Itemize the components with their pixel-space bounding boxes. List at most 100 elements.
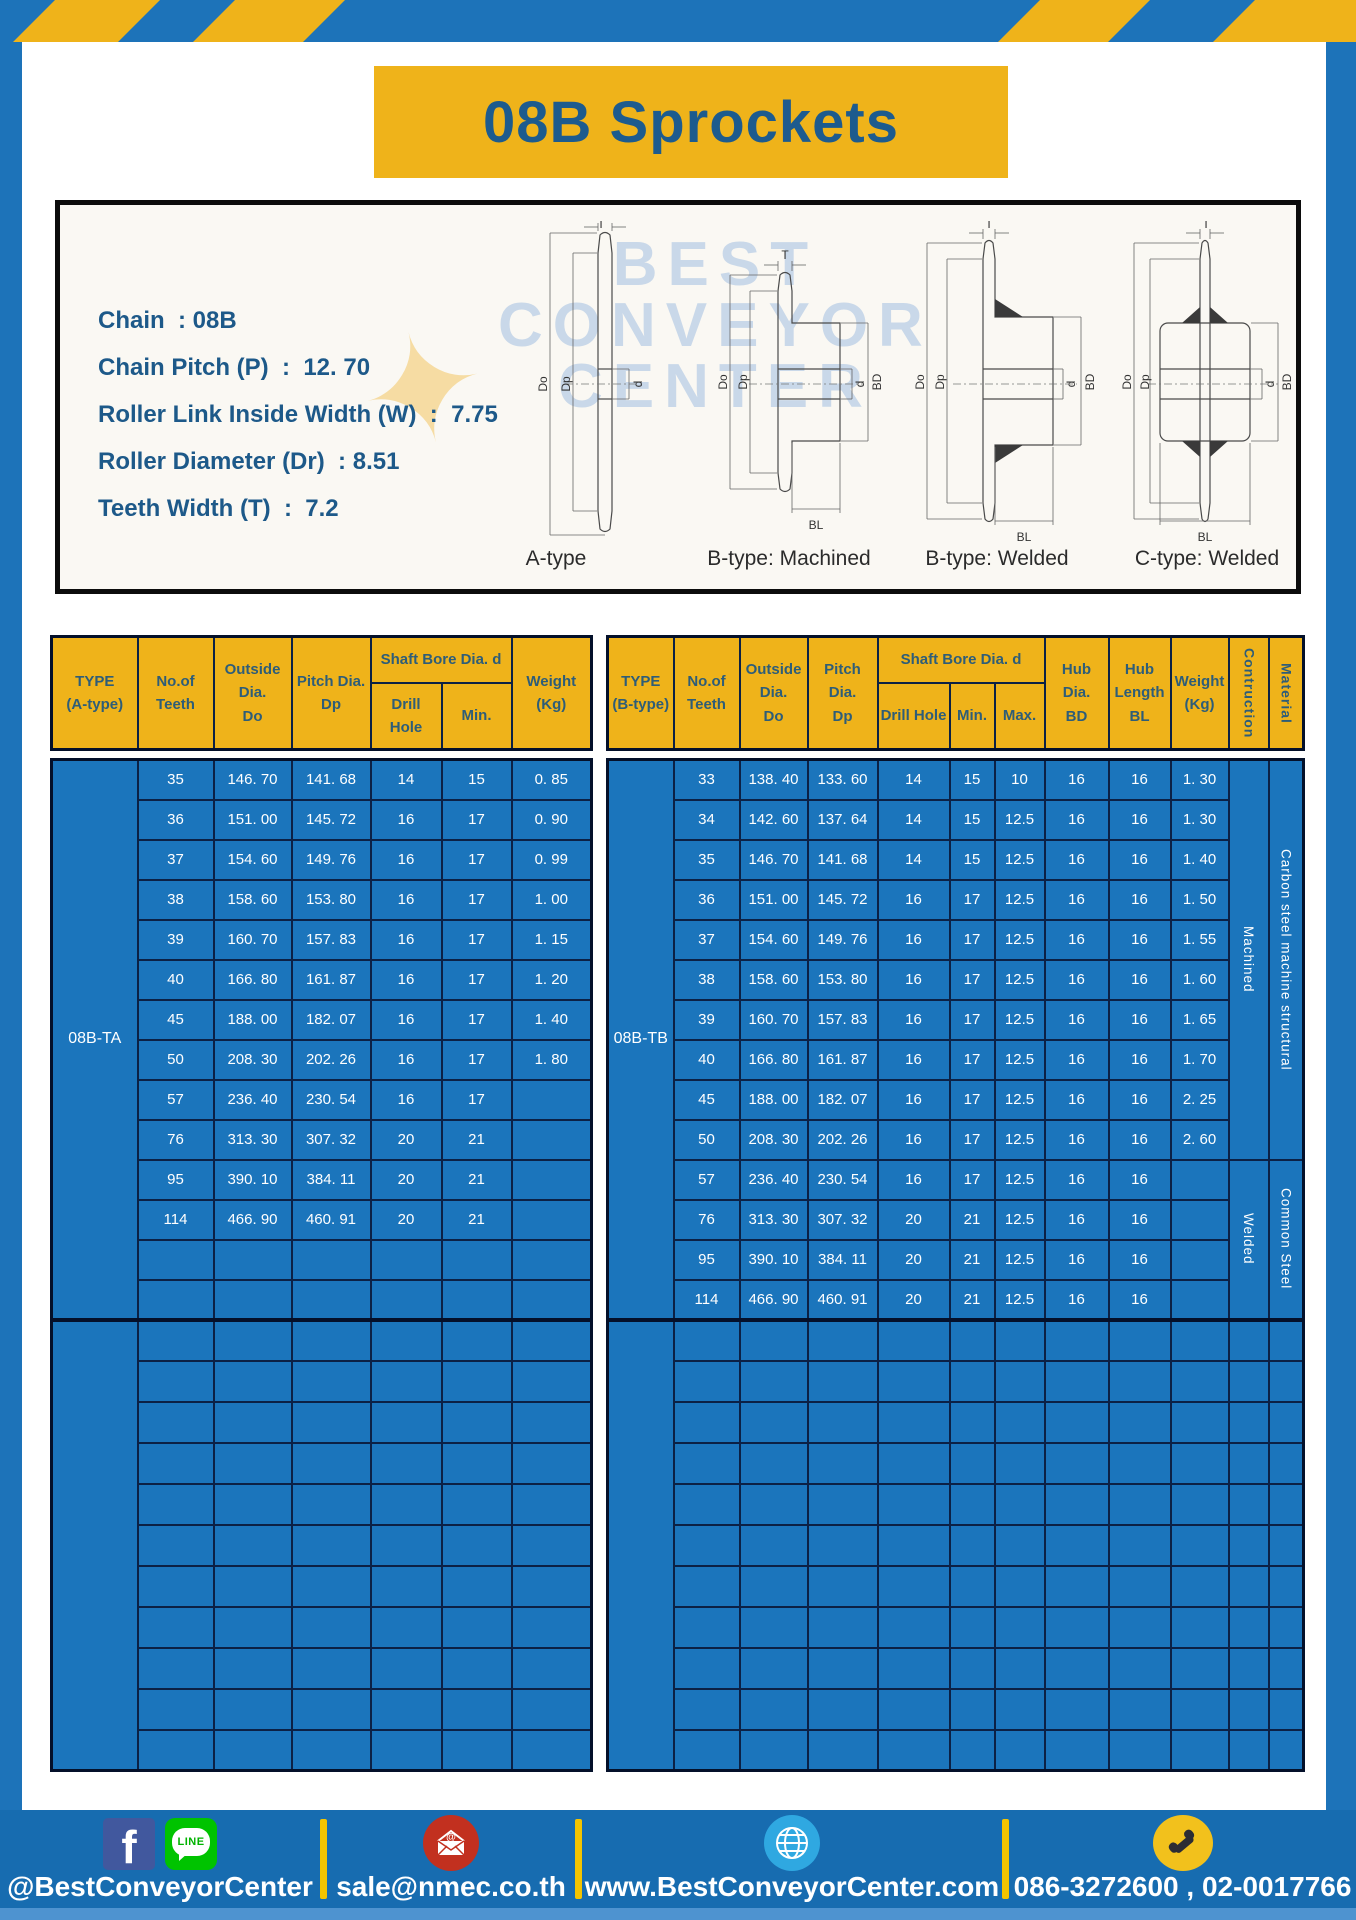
table-cell xyxy=(876,1441,951,1485)
table-cell: 16 xyxy=(1107,758,1172,801)
table-cell: 202. 26 xyxy=(806,1118,879,1161)
phone-numbers[interactable]: 086-3272600 , 02-0017766 xyxy=(1013,1871,1352,1902)
table-row: 38 158. 60 153. 80 16 17 1. 00 xyxy=(52,878,593,921)
table-cell xyxy=(136,1400,215,1444)
table-cell: 16 xyxy=(1043,838,1110,881)
website-url[interactable]: www.BestConveyorCenter.com xyxy=(584,1871,1000,1902)
table-cell xyxy=(1169,1687,1230,1731)
table-cell xyxy=(876,1359,951,1403)
phone-icon[interactable] xyxy=(1152,1815,1213,1871)
table-cell: 158. 60 xyxy=(212,878,293,921)
table-cell xyxy=(806,1523,879,1567)
table-cell xyxy=(369,1278,443,1321)
table-cell: 12.5 xyxy=(993,1198,1046,1241)
table-cell: 149. 76 xyxy=(290,838,372,881)
table-cell: 36 xyxy=(672,878,741,921)
table-cell xyxy=(738,1441,809,1485)
table-cell xyxy=(1169,1278,1230,1321)
table-cell xyxy=(510,1523,593,1567)
table-row: 34 142. 60 137. 64 14 15 12.5 16 16 1. 30 xyxy=(608,798,1304,841)
merged-cell: Common Steel xyxy=(1267,1158,1305,1321)
table-cell: 145. 72 xyxy=(806,878,879,921)
table-cell: 95 xyxy=(136,1158,215,1201)
table-row: 36 151. 00 145. 72 16 17 12.5 16 16 1. 50 xyxy=(608,878,1304,921)
table-cell xyxy=(672,1482,741,1526)
table-cell xyxy=(1107,1564,1172,1608)
spec-line: Roller Diameter (Dr) : 8.51 xyxy=(98,448,400,475)
table-cell xyxy=(1169,1605,1230,1649)
dim-dp-label: Dp xyxy=(736,374,750,390)
table-cell xyxy=(993,1400,1046,1444)
email-icon[interactable]: @ xyxy=(423,1815,479,1871)
facebook-icon[interactable]: f xyxy=(103,1817,155,1870)
table-row: 37 154. 60 149. 76 16 17 0. 99 xyxy=(52,838,593,881)
table-cell xyxy=(510,1317,593,1362)
table-cell xyxy=(1043,1441,1110,1485)
table-cell: 16 xyxy=(369,878,443,921)
col-header-drill-hole: Drill Hole xyxy=(369,681,443,751)
spec-line: Chain : 08B xyxy=(98,307,237,334)
table-row: 95 390. 10 384. 11 20 21 12.5 16 16 xyxy=(608,1238,1304,1281)
table-cell xyxy=(1043,1687,1110,1731)
table-cell: 16 xyxy=(876,878,951,921)
email-address[interactable]: sale@nmec.co.th xyxy=(336,1871,566,1902)
globe-icon[interactable] xyxy=(764,1815,820,1871)
spec-line: Chain Pitch (P) : 12. 70 xyxy=(98,354,371,381)
table-cell xyxy=(948,1646,996,1690)
table-cell: 76 xyxy=(672,1198,741,1241)
email-contact[interactable]: @ sale@nmec.co.th xyxy=(327,1810,575,1908)
footer-divider xyxy=(575,1819,582,1899)
table-cell xyxy=(510,1359,593,1403)
table-cell: 182. 07 xyxy=(806,1078,879,1121)
col-header-teeth: No.of Teeth xyxy=(672,635,741,751)
table-cell xyxy=(212,1400,293,1444)
table-row: 114 466. 90 460. 91 20 21 xyxy=(52,1198,593,1241)
table-cell xyxy=(1267,1523,1305,1567)
dim-t-label: T xyxy=(597,221,605,231)
col-header-outside-dia: Outside Dia. Do xyxy=(738,635,809,751)
table-cell xyxy=(212,1441,293,1485)
table-cell: 39 xyxy=(672,998,741,1041)
table-cell xyxy=(1227,1359,1270,1403)
table-cell xyxy=(993,1359,1046,1403)
phone-contact[interactable]: 086-3272600 , 02-0017766 xyxy=(1009,1810,1356,1908)
dim-bl-label: BL xyxy=(809,518,824,532)
table-cell: 17 xyxy=(440,798,513,841)
merged-cell: Welded xyxy=(1227,1158,1270,1321)
table-cell xyxy=(738,1317,809,1362)
table-cell xyxy=(212,1317,293,1362)
table-cell: 14 xyxy=(876,838,951,881)
dim-bd-label: BD xyxy=(1280,373,1294,390)
table-cell: 45 xyxy=(136,998,215,1041)
table-cell: 17 xyxy=(440,998,513,1041)
table-cell: 114 xyxy=(672,1278,741,1321)
table-cell xyxy=(1043,1400,1110,1444)
table-cell: 15 xyxy=(948,838,996,881)
table-cell: 313. 30 xyxy=(738,1198,809,1241)
table-cell: 16 xyxy=(369,1038,443,1081)
table-cell: 37 xyxy=(136,838,215,881)
table-row: 76 313. 30 307. 32 20 21 xyxy=(52,1118,593,1161)
table-row xyxy=(608,1728,1305,1772)
line-icon[interactable]: LINE xyxy=(165,1817,217,1870)
table-cell xyxy=(440,1400,513,1444)
table-cell: 161. 87 xyxy=(290,958,372,1001)
drawing-label: A-type xyxy=(525,547,587,570)
table-cell: 17 xyxy=(948,878,996,921)
table-cell xyxy=(1267,1482,1305,1526)
dim-t-label: T xyxy=(781,248,789,262)
table-cell: 114 xyxy=(136,1198,215,1241)
table-cell: 17 xyxy=(948,1078,996,1121)
table-cell xyxy=(212,1728,293,1772)
svg-text:@: @ xyxy=(446,1832,456,1843)
dim-d-label: d xyxy=(631,381,645,388)
table-row: 45 188. 00 182. 07 16 17 12.5 16 16 2. 25 xyxy=(608,1078,1304,1121)
table-cell xyxy=(212,1238,293,1281)
table-cell: 50 xyxy=(136,1038,215,1081)
col-header-teeth: No.of Teeth xyxy=(136,635,215,751)
table-cell: 38 xyxy=(672,958,741,1001)
social-contact[interactable]: f LINE @BestConveyorCenter xyxy=(0,1810,320,1908)
social-handle[interactable]: @BestConveyorCenter xyxy=(7,1871,313,1902)
website-contact[interactable]: www.BestConveyorCenter.com xyxy=(582,1810,1002,1908)
drawing-label: C-type: Welded xyxy=(1134,547,1280,570)
